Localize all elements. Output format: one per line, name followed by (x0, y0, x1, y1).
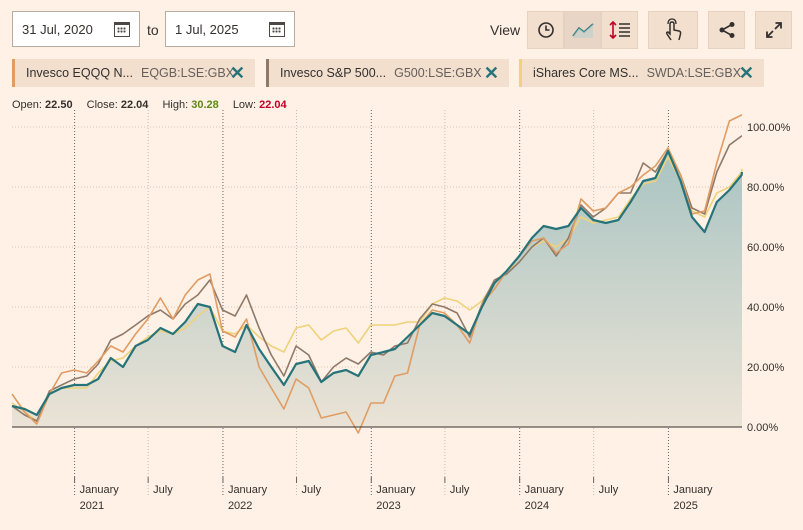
x-tick-label: July (153, 484, 173, 496)
y-tick-label: 60.00% (747, 242, 785, 254)
line-chart-button[interactable] (564, 11, 601, 49)
calendar-icon[interactable] (269, 21, 285, 37)
view-label: View (490, 22, 521, 38)
x-tick-year-label: 2025 (673, 500, 697, 512)
remove-series-icon[interactable]: ✕ (483, 63, 499, 83)
compare-icon (608, 20, 630, 40)
y-tick-label: 80.00% (747, 182, 785, 194)
x-tick-label: January (80, 484, 120, 496)
ohlc-readout: Open: 22.50 Close: 22.04 High: 30.28 Low… (12, 99, 287, 111)
x-tick-year-label: 2022 (228, 500, 252, 512)
end-date-input[interactable]: 1 Jul, 2025 (165, 11, 295, 47)
performance-chart[interactable]: 0.00% 20.00% 40.00% 60.00% 80.00% 100.00% Janu… (0, 110, 803, 530)
line-chart-icon (571, 23, 594, 38)
x-tick-label: January (376, 484, 416, 496)
low-value: 22.04 (259, 99, 287, 111)
y-tick-label: 0.00% (747, 422, 778, 434)
series-code: EQGB:LSE:GBX (140, 66, 235, 80)
y-tick-label: 100.00% (747, 122, 791, 134)
x-tick-label: July (599, 484, 619, 496)
series-area (12, 151, 742, 427)
y-tick-label: 20.00% (747, 362, 785, 374)
series-chip-g500[interactable]: Invesco S&P 500... G500:LSE:GBX ✕ (266, 59, 509, 87)
x-tick-label: January (228, 484, 268, 496)
x-tick-year-label: 2023 (376, 500, 400, 512)
x-tick-year-label: 2021 (80, 500, 104, 512)
share-icon (719, 22, 734, 38)
x-tick-label: July (450, 484, 470, 496)
low-label: Low: (232, 99, 257, 111)
clock-icon (537, 22, 554, 38)
time-view-button[interactable] (527, 11, 564, 49)
to-label: to (147, 22, 159, 38)
close-label: Close: (86, 99, 118, 111)
expand-icon (765, 22, 782, 38)
start-date-value: 31 Jul, 2020 (22, 21, 93, 37)
series-line[interactable] (11, 135, 743, 422)
touch-icon (665, 18, 682, 41)
open-value: 22.50 (45, 99, 73, 111)
x-tick-label: July (302, 484, 322, 496)
calendar-icon[interactable] (114, 21, 130, 37)
x-tick-label: January (673, 484, 713, 496)
close-value: 22.04 (120, 99, 149, 111)
series-line[interactable] (11, 114, 743, 434)
expand-button[interactable] (755, 11, 792, 49)
series-color-bar (266, 59, 269, 87)
open-label: Open: (12, 99, 42, 111)
end-date-value: 1 Jul, 2025 (175, 21, 239, 37)
series-color-bar (12, 59, 15, 87)
y-tick-label: 40.00% (747, 302, 785, 314)
compare-button[interactable] (601, 11, 638, 49)
series-name: Invesco S&P 500... (280, 66, 387, 80)
remove-series-icon[interactable]: ✕ (229, 63, 245, 83)
series-name: Invesco EQQQ N... (26, 66, 133, 80)
series-color-bar (519, 59, 522, 87)
series-code: SWDA:LSE:GBX (646, 66, 742, 80)
series-name: iShares Core MS... (533, 66, 639, 80)
series-line[interactable] (11, 149, 744, 417)
start-date-input[interactable]: 31 Jul, 2020 (12, 11, 140, 47)
x-tick-label: January (525, 484, 565, 496)
high-value: 30.28 (191, 99, 219, 111)
series-chip-eqgb[interactable]: Invesco EQQQ N... EQGB:LSE:GBX ✕ (12, 59, 255, 87)
remove-series-icon[interactable]: ✕ (738, 63, 754, 83)
high-label: High: (162, 99, 189, 111)
x-tick-year-label: 2024 (525, 500, 549, 512)
touch-button[interactable] (648, 11, 698, 49)
series-chip-swda[interactable]: iShares Core MS... SWDA:LSE:GBX ✕ (519, 59, 764, 87)
series-code: G500:LSE:GBX (394, 66, 482, 80)
share-button[interactable] (708, 11, 745, 49)
